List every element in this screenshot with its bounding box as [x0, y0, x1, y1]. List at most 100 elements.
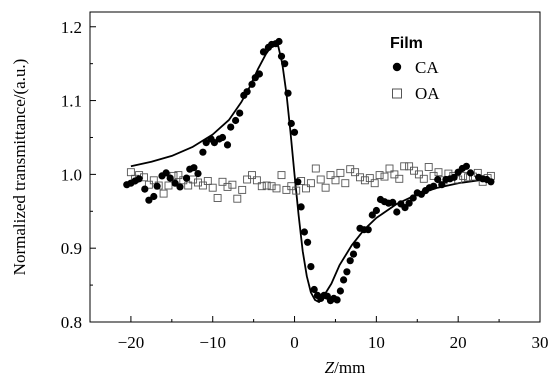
ca-point: [353, 241, 361, 249]
ca-point: [166, 174, 174, 182]
ca-fit-line: [130, 41, 491, 303]
x-tick-label: −10: [199, 333, 226, 352]
ca-point: [223, 141, 232, 149]
ca-point: [393, 208, 401, 216]
x-tick-label: −20: [118, 333, 145, 352]
ca-series-layer: [123, 37, 495, 305]
ca-point: [145, 196, 153, 204]
plot-frame: [89, 11, 541, 323]
ca-point: [343, 268, 351, 276]
oa-point: [243, 175, 252, 184]
ca-point: [218, 133, 227, 142]
ca-point: [364, 226, 372, 234]
oa-point: [267, 182, 276, 191]
legend-marker-ca: [392, 62, 402, 72]
oa-point: [365, 174, 374, 183]
oa-point: [174, 171, 183, 180]
ca-point: [372, 206, 380, 215]
oa-point: [351, 168, 360, 177]
legend: Film CA OA: [390, 35, 440, 103]
oa-point: [311, 164, 320, 173]
ca-point: [450, 173, 458, 181]
ca-point: [466, 169, 475, 177]
oa-point: [144, 180, 153, 189]
x-axis-title: Z/mm: [325, 358, 366, 377]
ca-point: [171, 179, 179, 187]
ca-point: [284, 89, 292, 97]
oa-point: [385, 164, 394, 173]
oa-point: [272, 184, 281, 193]
oa-point: [257, 182, 266, 191]
oa-point: [149, 176, 158, 185]
ca-point: [304, 238, 312, 246]
legend-label-oa: OA: [415, 84, 440, 103]
oa-point: [380, 172, 389, 181]
legend-label-ca: CA: [415, 58, 439, 77]
ca-point: [346, 257, 354, 265]
ca-point: [162, 169, 170, 177]
ca-point: [227, 123, 235, 131]
oa-point: [419, 174, 428, 183]
x-tick-label: 30: [532, 333, 549, 352]
oa-point: [213, 194, 222, 202]
oa-point: [326, 171, 335, 180]
x-axis-ticks: −20 −10 0 10 20 30: [118, 316, 549, 352]
oa-point: [233, 194, 242, 203]
oa-point: [434, 168, 443, 177]
x-axis-title-unit: /mm: [334, 358, 365, 377]
oa-point: [277, 171, 286, 180]
oa-point: [287, 182, 296, 191]
x-tick-label: 0: [290, 333, 299, 352]
ca-point: [243, 88, 251, 96]
oa-point: [262, 181, 271, 190]
y-tick-label: 1.1: [61, 92, 82, 111]
ca-point: [300, 228, 308, 236]
oa-point: [424, 163, 433, 171]
oa-point: [126, 168, 135, 177]
oa-point: [331, 176, 340, 185]
oa-point: [159, 189, 168, 198]
oa-point: [302, 184, 310, 193]
y-tick-label: 0.8: [61, 313, 82, 332]
oa-point: [194, 178, 202, 187]
oa-point: [306, 179, 315, 188]
oa-point: [321, 183, 330, 192]
ca-point: [194, 170, 202, 178]
ca-point: [340, 276, 348, 284]
ca-fit-curve-layer: [130, 41, 491, 303]
y-tick-label: 0.9: [61, 239, 82, 258]
ca-point: [176, 183, 184, 191]
legend-marker-oa: [392, 88, 402, 99]
oa-point: [228, 180, 237, 189]
ca-point: [336, 287, 344, 295]
ca-point: [287, 119, 295, 128]
ca-point: [150, 192, 158, 201]
ca-point: [290, 128, 299, 136]
ca-point: [349, 250, 358, 258]
oa-point: [356, 173, 364, 182]
y-tick-label: 1.0: [61, 165, 82, 184]
oa-point: [164, 181, 173, 190]
x-axis-title-variable: Z: [325, 358, 335, 377]
ca-point: [135, 175, 143, 183]
ca-point: [297, 203, 305, 211]
ca-point: [438, 181, 446, 189]
oa-point: [292, 186, 301, 195]
ca-point: [236, 109, 244, 117]
oa-point: [341, 179, 350, 188]
ca-point: [487, 178, 495, 186]
ca-point: [199, 148, 207, 156]
oa-point: [390, 170, 399, 179]
oa-point: [203, 177, 212, 185]
ca-point: [294, 178, 302, 186]
x-tick-label: 20: [450, 333, 467, 352]
ca-point: [430, 182, 438, 190]
oa-point: [252, 176, 261, 185]
ca-point: [182, 174, 191, 182]
oa-point: [336, 168, 345, 177]
oa-point: [198, 181, 207, 190]
oa-point: [316, 175, 325, 184]
oa-point: [400, 162, 409, 171]
ca-point: [462, 162, 470, 170]
